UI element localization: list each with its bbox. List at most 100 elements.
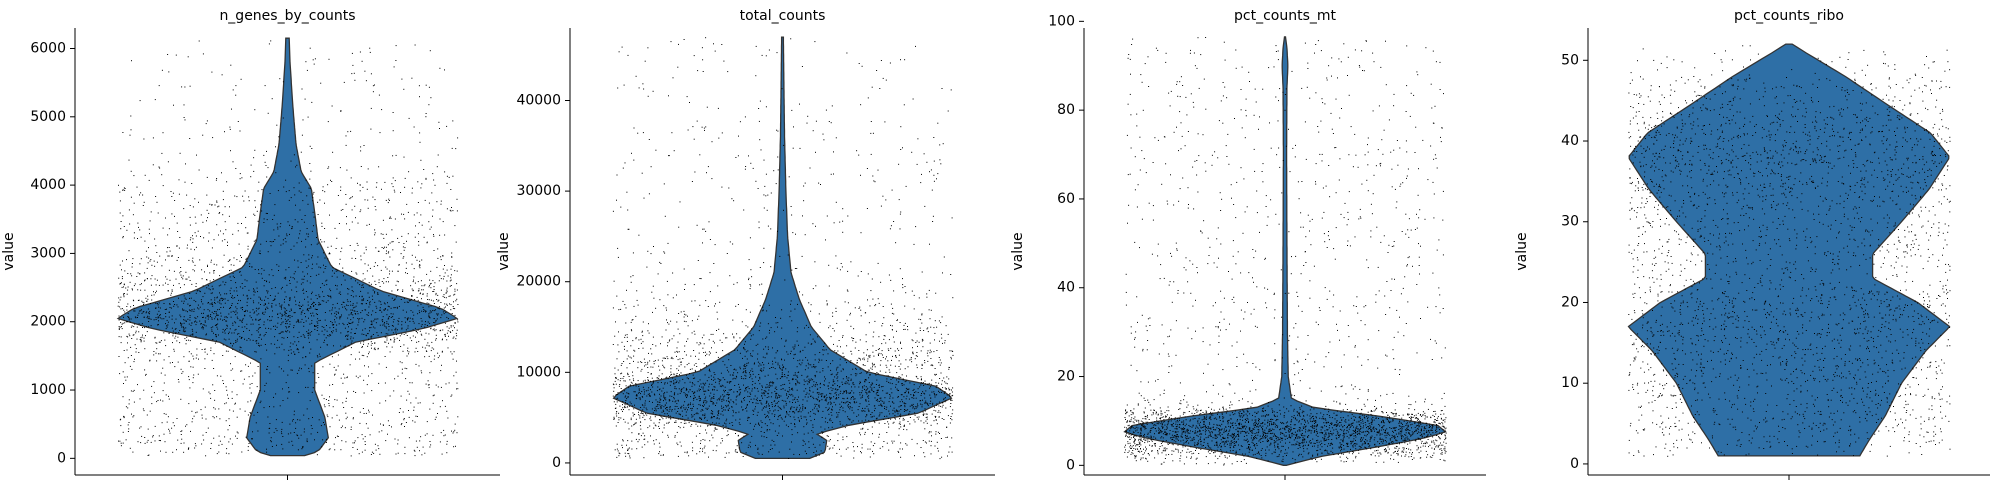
data-point <box>345 308 346 310</box>
data-point <box>267 251 269 253</box>
data-point <box>328 335 330 337</box>
data-point <box>251 383 253 384</box>
data-point <box>364 365 365 367</box>
data-point <box>388 281 389 283</box>
data-point <box>858 406 860 407</box>
data-point <box>744 397 746 398</box>
data-point <box>157 324 159 326</box>
data-point <box>703 334 705 336</box>
data-point <box>446 208 448 210</box>
data-point <box>355 332 356 334</box>
data-point <box>430 327 432 329</box>
data-point <box>750 162 752 164</box>
data-point <box>133 307 135 309</box>
data-point <box>323 334 325 336</box>
data-point <box>402 289 404 291</box>
data-point <box>368 296 370 298</box>
data-point <box>178 381 180 383</box>
data-point <box>257 430 259 432</box>
data-point <box>787 353 789 355</box>
data-point <box>258 313 260 315</box>
data-point <box>378 282 380 284</box>
data-point <box>662 364 664 366</box>
data-point <box>687 409 688 411</box>
data-point <box>430 299 432 301</box>
data-point <box>791 388 793 390</box>
data-point <box>631 382 633 384</box>
data-point <box>904 406 906 408</box>
data-point <box>723 60 725 62</box>
data-point <box>933 351 935 353</box>
data-point <box>278 366 280 368</box>
data-point <box>203 309 205 311</box>
data-point <box>223 298 225 300</box>
data-point <box>180 316 182 318</box>
data-point <box>195 317 197 319</box>
data-point <box>748 277 750 279</box>
data-point <box>192 418 194 420</box>
data-point <box>330 245 332 247</box>
data-point <box>306 69 308 71</box>
data-point <box>839 358 841 360</box>
data-point <box>450 326 452 328</box>
data-point <box>451 313 453 314</box>
data-point <box>890 303 892 305</box>
data-point <box>128 333 130 335</box>
data-point <box>792 395 794 397</box>
data-point <box>276 264 278 266</box>
data-point <box>394 378 396 380</box>
data-point <box>379 309 381 311</box>
data-point <box>310 170 312 172</box>
data-point <box>749 374 751 375</box>
data-point <box>403 256 405 258</box>
data-point <box>199 259 201 261</box>
data-point <box>705 396 707 398</box>
data-point <box>846 424 848 426</box>
data-point <box>263 222 265 223</box>
data-point <box>180 274 182 276</box>
data-point <box>891 329 893 331</box>
data-point <box>167 283 169 285</box>
data-point <box>951 395 953 397</box>
data-point <box>771 392 773 394</box>
data-point <box>708 456 709 458</box>
data-point <box>217 301 219 303</box>
data-point <box>361 333 363 335</box>
data-point <box>657 382 659 384</box>
data-point <box>378 363 380 365</box>
data-point <box>875 374 877 376</box>
data-point <box>792 399 794 401</box>
data-point <box>705 407 707 409</box>
data-point <box>226 181 228 183</box>
data-point <box>851 390 853 392</box>
data-point <box>898 451 900 453</box>
data-point <box>456 432 458 434</box>
data-point <box>174 366 176 368</box>
data-point <box>692 447 694 449</box>
data-point <box>220 294 222 296</box>
data-point <box>244 338 245 340</box>
data-point <box>224 330 225 332</box>
data-point <box>820 393 822 395</box>
data-point <box>222 190 224 192</box>
data-point <box>326 284 328 286</box>
data-point <box>225 350 227 352</box>
data-point <box>155 292 156 294</box>
data-point <box>775 394 777 396</box>
data-point <box>191 310 193 312</box>
data-point <box>336 317 338 319</box>
data-point <box>446 269 448 271</box>
data-point <box>260 344 262 346</box>
data-point <box>352 321 354 323</box>
data-point <box>159 341 161 343</box>
data-point <box>718 422 720 424</box>
data-point <box>176 340 178 342</box>
data-point <box>192 355 194 357</box>
data-point <box>253 170 255 172</box>
data-point <box>204 358 206 360</box>
data-point <box>168 269 170 271</box>
data-point <box>753 398 755 400</box>
data-point <box>282 117 284 119</box>
data-point <box>375 284 377 285</box>
data-point <box>882 357 884 358</box>
